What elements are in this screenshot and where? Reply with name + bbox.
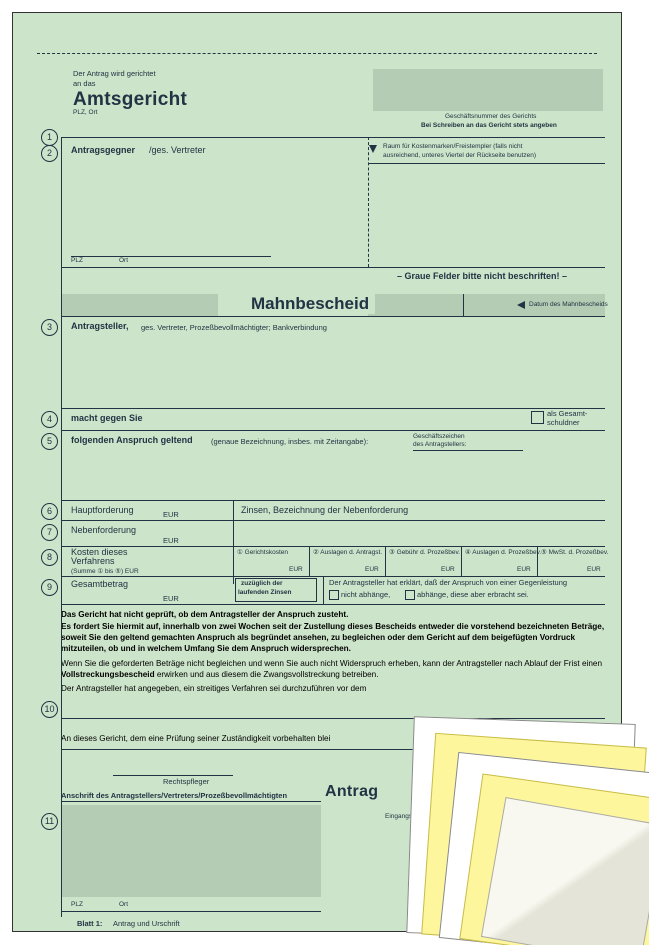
- body-l3: Wenn Sie die geforderten Beträge nicht b…: [61, 658, 605, 680]
- summe: (Summe ① bis ⑤) EUR: [71, 567, 139, 575]
- court-number-field: [373, 69, 603, 111]
- gz1: Geschäftszeichen: [413, 433, 465, 440]
- plz-2: PLZ: [71, 257, 83, 264]
- eur8c: EUR: [441, 566, 455, 573]
- gray-warning: – Graue Felder bitte nicht beschriften! …: [397, 271, 567, 281]
- antrag-title: Antrag: [325, 783, 378, 801]
- gesamt1: als Gesamt-: [547, 409, 587, 418]
- anspruch-label: folgenden Anspruch geltend: [71, 435, 193, 445]
- antragsteller-label: Antragsteller,: [71, 321, 129, 331]
- s9t3: abhänge, diese aber erbracht sei.: [417, 590, 529, 599]
- address-field: [61, 805, 321, 897]
- num-2: 2: [41, 145, 58, 162]
- zinsen-label: Zinsen, Bezeichnung der Nebenforderung: [241, 505, 408, 515]
- box1: zuzüglich der: [241, 580, 283, 587]
- num-6: 6: [41, 503, 58, 520]
- s9t1: Der Antragsteller hat erklärt, daß der A…: [329, 578, 567, 587]
- ort-2: Ort: [119, 257, 128, 264]
- kostenmarken2: ausreichend, unteres Viertel der Rücksei…: [383, 152, 536, 159]
- eur8b: EUR: [365, 566, 379, 573]
- court-title: Amtsgericht: [73, 89, 187, 111]
- s9t2: nicht abhänge,: [341, 590, 390, 599]
- rechtspfleger: Rechtspfleger: [163, 777, 209, 786]
- body-l2: Es fordert Sie hiermit auf, innerhalb vo…: [61, 621, 605, 654]
- tear-line: [37, 53, 597, 54]
- gesamtbetrag: Gesamtbetrag: [71, 579, 128, 589]
- eur9: EUR: [163, 594, 179, 603]
- plz-11: PLZ: [71, 901, 83, 908]
- kostenmarken1: Raum für Kostenmarken/Freistempler (fall…: [383, 143, 522, 150]
- page-curl: [481, 797, 649, 945]
- gesamtschuldner-checkbox[interactable]: [531, 411, 544, 424]
- c3: ③ Gebühr d. Prozeßbev.: [389, 548, 460, 556]
- eur8d: EUR: [517, 566, 531, 573]
- antragsgegner-label: Antragsgegner: [71, 145, 135, 155]
- intro-line1: Der Antrag wird gerichtet: [73, 69, 156, 78]
- eur8a: EUR: [289, 566, 303, 573]
- gesamt2: schuldner: [547, 418, 580, 427]
- num-11: 11: [41, 813, 58, 830]
- gz2: des Antragstellers:: [413, 441, 466, 448]
- num-3: 3: [41, 319, 58, 336]
- blatt-label: Blatt 1:: [77, 919, 102, 928]
- num-8: 8: [41, 549, 58, 566]
- c4: ④ Auslagen d. Prozeßbev.: [465, 548, 541, 556]
- kosten2: Verfahrens: [71, 557, 115, 566]
- c1: ① Gerichtskosten: [237, 548, 288, 556]
- mahnbescheid-title: Mahnbescheid: [245, 294, 375, 314]
- arrow-down-icon: [369, 145, 377, 153]
- c5: ⑤ MwSt. d. Prozeßbev.: [541, 548, 608, 556]
- eur6: EUR: [163, 510, 179, 519]
- antragsteller-sub: ges. Vertreter, Prozeßbevollmächtigter; …: [141, 323, 327, 332]
- nebenforderung: Nebenforderung: [71, 525, 136, 535]
- cb-abh[interactable]: [405, 590, 415, 600]
- eur7: EUR: [163, 536, 179, 545]
- num-4: 4: [41, 411, 58, 428]
- body-l1: Das Gericht hat nicht geprüft, ob dem An…: [61, 609, 605, 620]
- blatt-text: Antrag und Urschrift: [113, 919, 180, 928]
- anspruch-sub: (genaue Bezeichnung, insbes. mit Zeitang…: [211, 437, 368, 446]
- num-5: 5: [41, 433, 58, 450]
- geschnr2: Bei Schreiben an das Gericht stets angeb…: [421, 122, 557, 129]
- anschrift-header: Anschrift des Antragstellers/Vertreters/…: [61, 791, 287, 800]
- antragsgegner-sub: /ges. Vertreter: [149, 145, 206, 155]
- num-9: 9: [41, 579, 58, 596]
- ort-11: Ort: [119, 901, 128, 908]
- eur8e: EUR: [587, 566, 601, 573]
- num-7: 7: [41, 524, 58, 541]
- body-l4: Der Antragsteller hat angegeben, ein str…: [61, 683, 605, 694]
- date-divider: [463, 294, 464, 316]
- macht-gegen: macht gegen Sie: [71, 413, 143, 423]
- geschnr1: Geschäftsnummer des Gerichts: [445, 113, 536, 120]
- c2: ② Auslagen d. Antragst.: [313, 548, 382, 556]
- num-1: 1: [41, 129, 58, 146]
- cb-nicht[interactable]: [329, 590, 339, 600]
- plz-ort-header: PLZ, Ort: [73, 109, 98, 116]
- page-wrapper: Der Antrag wird gerichtet an das Amtsger…: [0, 0, 649, 945]
- hauptforderung: Hauptforderung: [71, 505, 134, 515]
- s10-before: An dieses Gericht, dem eine Prüfung sein…: [61, 733, 330, 744]
- date-hint: Datum des Mahnbescheids: [529, 301, 608, 308]
- num-10: 10: [41, 701, 58, 718]
- box2: laufenden Zinsen: [238, 589, 291, 596]
- arrow-left-icon: [517, 301, 525, 309]
- intro-line2: an das: [73, 79, 96, 88]
